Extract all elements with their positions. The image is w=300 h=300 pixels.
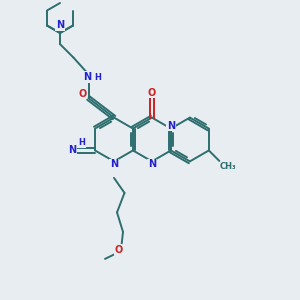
Text: N: N [148,159,156,170]
Text: N: N [167,121,175,130]
Text: O: O [114,245,123,255]
Text: CH₃: CH₃ [220,163,237,172]
Text: O: O [78,88,87,99]
Text: N: N [56,20,64,30]
Text: H: H [78,139,85,148]
Text: N: N [68,146,76,155]
Text: N: N [110,159,118,170]
Text: N: N [83,72,91,82]
Text: H: H [94,73,101,82]
Text: O: O [148,88,156,98]
